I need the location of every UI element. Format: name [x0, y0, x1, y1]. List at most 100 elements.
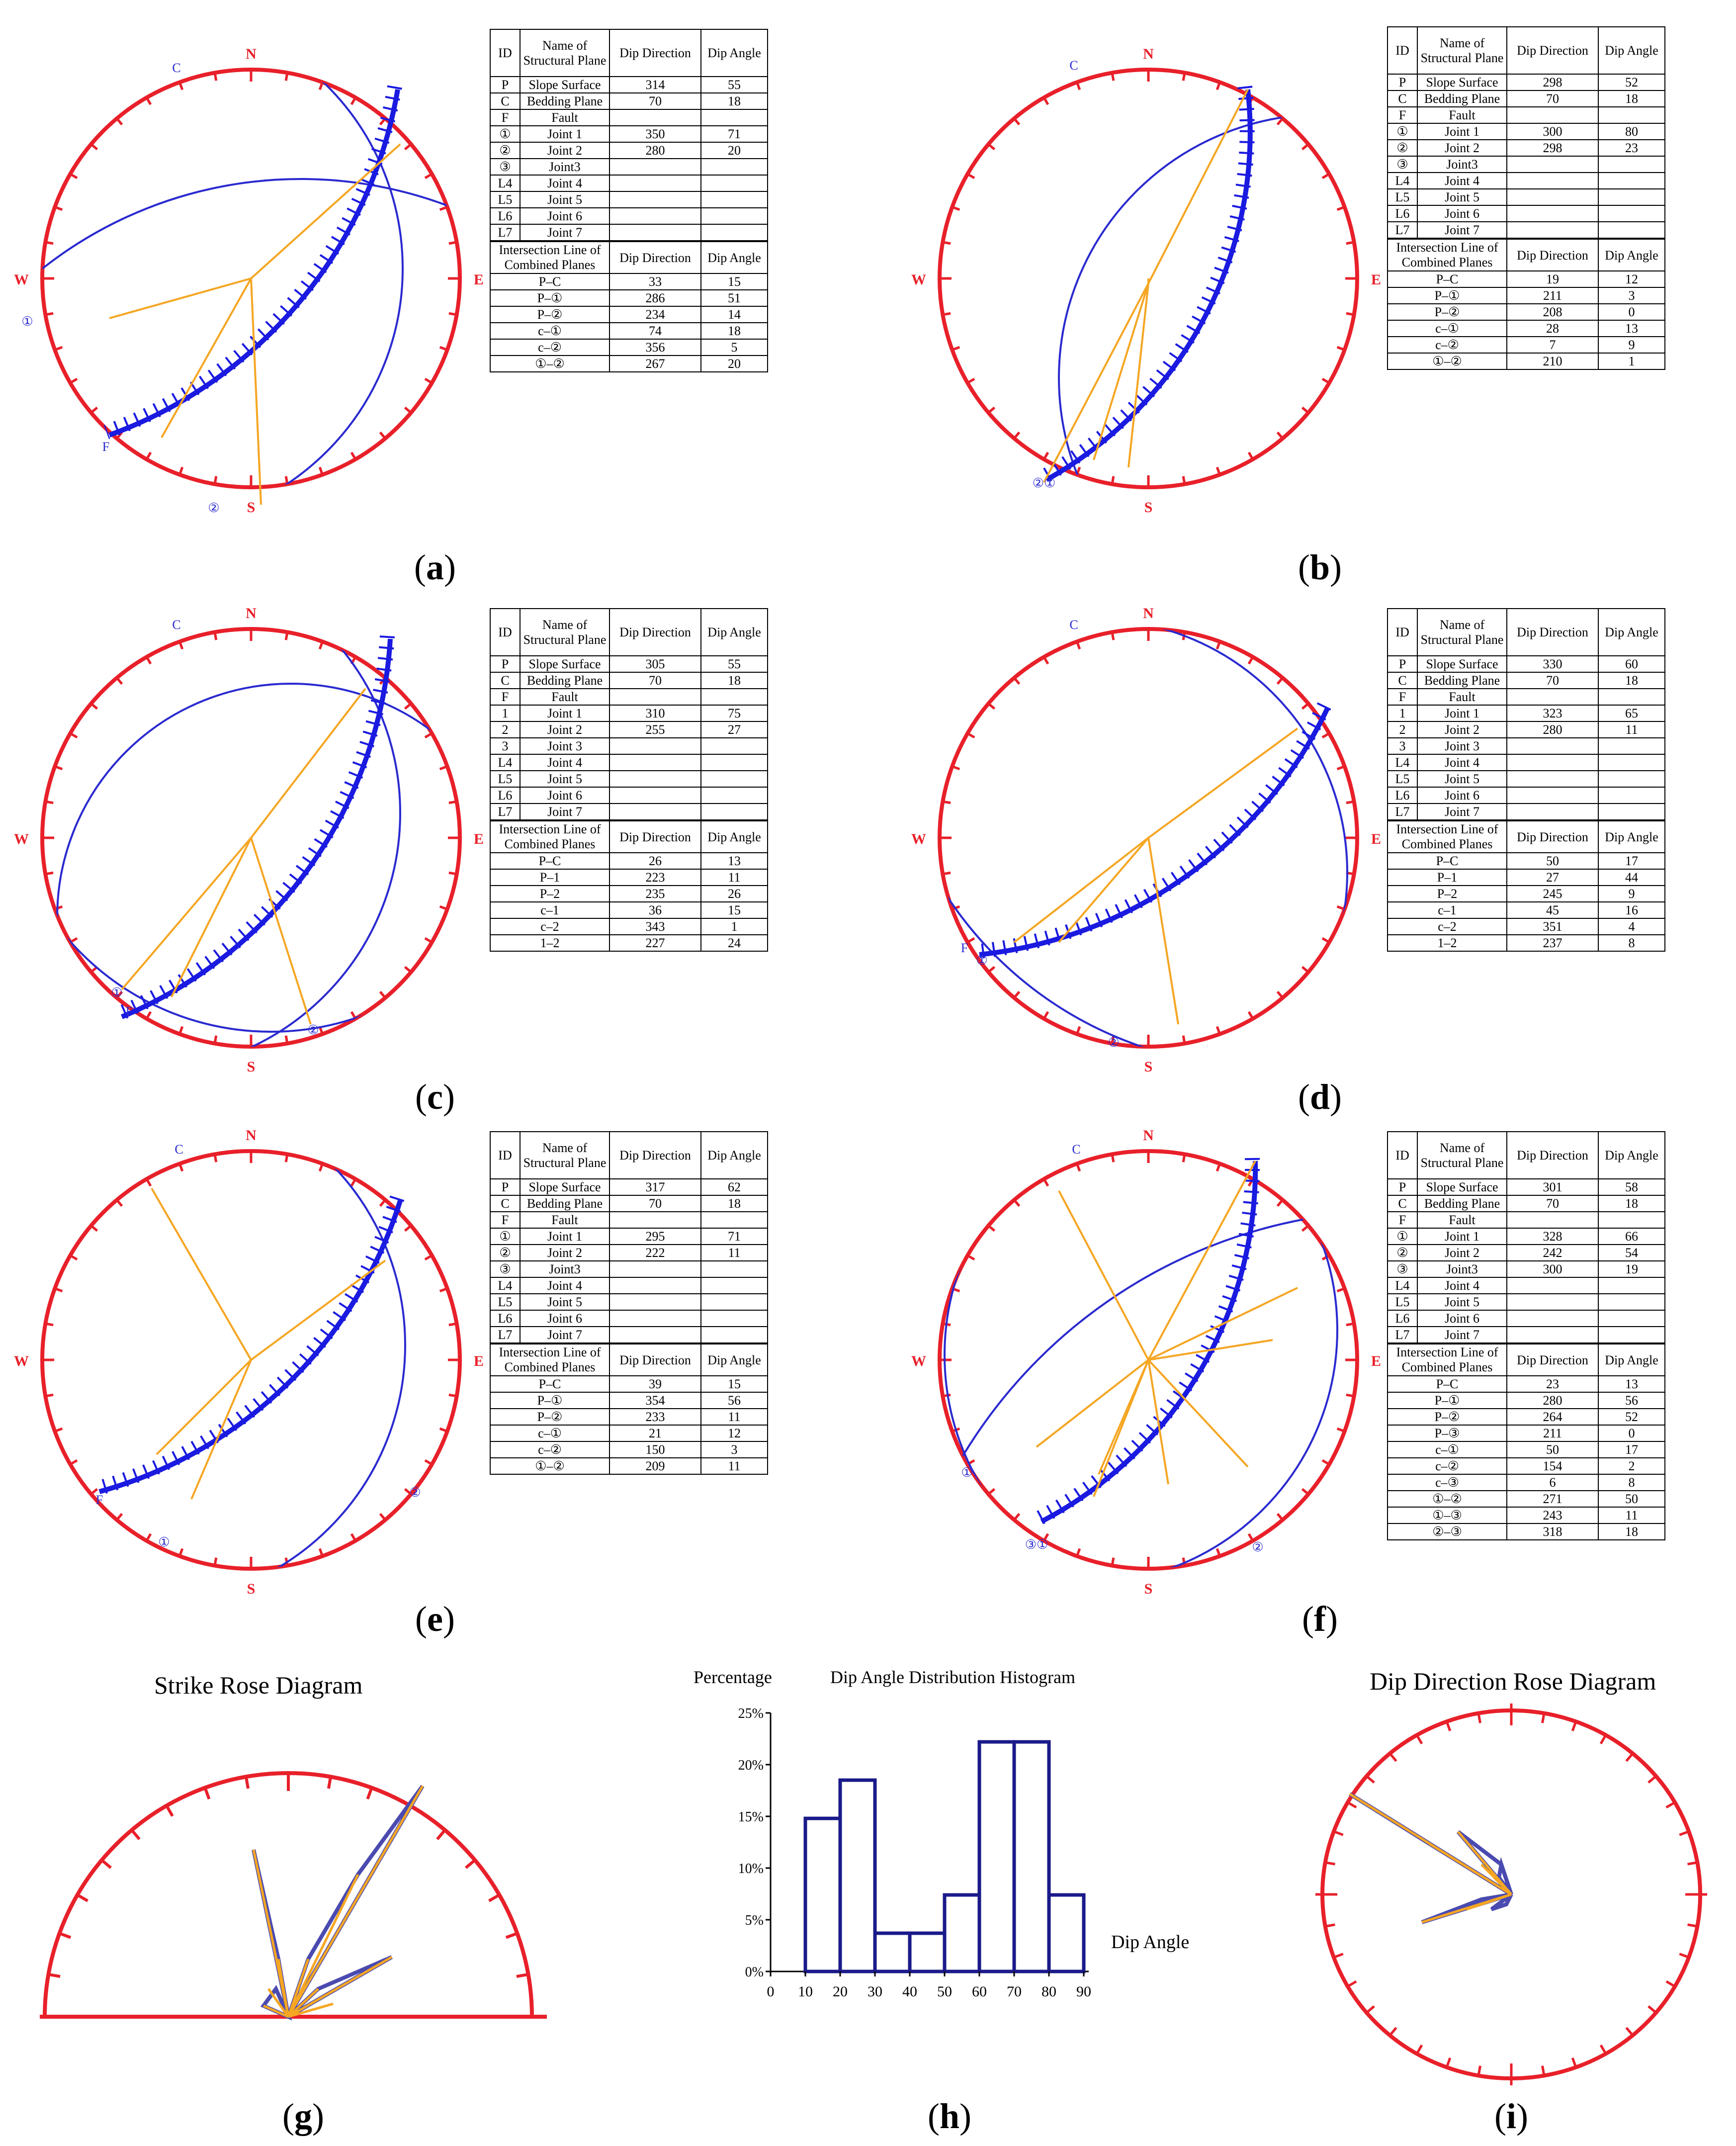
intersection-row: P–① 280 56 — [1387, 1392, 1665, 1409]
intersection-lines — [1013, 727, 1299, 1025]
plane-row: P Slope Surface 301 58 — [1387, 1178, 1665, 1196]
cell-dip-direction — [1506, 156, 1599, 173]
th-int-dip-direction: Dip Direction — [609, 819, 701, 853]
great-circles — [940, 629, 1357, 1047]
plane-row: 3 Joint 3 — [1387, 737, 1665, 755]
cell-id: C — [490, 672, 521, 689]
histogram-bar — [838, 1778, 877, 1973]
cell-id: L7 — [1387, 1326, 1418, 1344]
cell-name: Bedding Plane — [520, 672, 610, 689]
cell-name: Slope Surface — [1417, 655, 1507, 673]
th-int-dip-angle: Dip Angle — [1598, 1342, 1665, 1376]
plane-label: F — [102, 440, 109, 454]
cell-id: ① — [490, 125, 521, 143]
cell-dip-direction: 255 — [609, 721, 701, 738]
plane-row: L5 Joint 5 — [1387, 1293, 1665, 1311]
compass-w: W — [911, 1353, 926, 1369]
plane-row: L6 Joint 6 — [1387, 1310, 1665, 1327]
dip-rose-petals — [1348, 1792, 1513, 1924]
intersection-row: 1–2 237 8 — [1387, 934, 1665, 952]
cell-dip-direction — [609, 754, 701, 771]
cell-id: C — [1387, 1195, 1418, 1212]
intersection-row: P–① 286 51 — [490, 289, 768, 307]
intersection-row: P–① 354 56 — [490, 1392, 768, 1409]
slope-hatching — [116, 635, 395, 1021]
intersection-row: c–2 351 4 — [1387, 918, 1665, 935]
degree-ticks — [42, 629, 460, 1047]
cell-dip-angle: 18 — [1598, 1195, 1665, 1212]
cell-dip-direction: 305 — [609, 655, 701, 673]
plane-row: P Slope Surface 317 62 — [490, 1178, 768, 1196]
x-tick-label: 10 — [798, 1983, 813, 2000]
cell-dip-direction: 242 — [1506, 1244, 1599, 1261]
compass-w: W — [14, 271, 29, 288]
cell-pair: P–C — [490, 1375, 610, 1393]
cell-int-dip-direction: 210 — [1506, 353, 1599, 370]
cell-int-dip-angle: 52 — [1598, 1408, 1665, 1426]
cell-dip-angle — [700, 1293, 768, 1311]
cell-id: L7 — [1387, 803, 1418, 821]
cell-int-dip-direction: 7 — [1506, 336, 1599, 354]
cell-dip-angle: 65 — [1598, 705, 1665, 722]
cell-pair: P–1 — [490, 869, 610, 886]
cell-dip-direction: 70 — [609, 1195, 701, 1212]
cell-dip-angle: 18 — [700, 1195, 768, 1212]
cell-dip-direction — [609, 109, 701, 126]
compass-s: S — [1144, 1059, 1153, 1075]
plane-label: ②① — [1033, 476, 1056, 490]
cell-dip-direction — [609, 175, 701, 192]
cell-int-dip-direction: 211 — [1506, 1425, 1599, 1442]
cell-dip-angle — [1598, 156, 1665, 173]
cell-name: Joint 6 — [520, 787, 610, 804]
plane-label: ② — [1108, 1035, 1119, 1050]
th-dip-direction: Dip Direction — [609, 29, 701, 77]
histogram-title: Dip Angle Distribution Histogram — [830, 1667, 1075, 1687]
compass-n: N — [1143, 46, 1154, 62]
cell-dip-angle — [1598, 1293, 1665, 1311]
plane-row: L4 Joint 4 — [1387, 754, 1665, 771]
cell-dip-angle: 52 — [1598, 74, 1665, 91]
caption-d: (d) — [1298, 1077, 1342, 1117]
cell-int-dip-angle: 12 — [700, 1425, 768, 1442]
degree-ticks — [42, 1151, 460, 1569]
cell-dip-direction: 280 — [609, 142, 701, 159]
cell-id: L5 — [490, 191, 521, 208]
dip-angle-histogram: 0 10 20 30 40 50 60 70 80 90 0% 5% 10% 15% 20% 25% Dip… — [738, 1706, 1190, 2000]
cell-dip-angle: 19 — [1598, 1260, 1665, 1278]
intersection-row: P–② 264 52 — [1387, 1408, 1665, 1426]
intersection-row: c–1 45 16 — [1387, 901, 1665, 919]
cell-dip-angle: 71 — [700, 125, 768, 143]
cell-name: Joint 4 — [1417, 172, 1507, 189]
cell-name: Joint 7 — [1417, 1326, 1507, 1344]
cell-dip-direction — [609, 688, 701, 706]
cell-dip-direction: 70 — [609, 92, 701, 110]
histogram-ylabel: Percentage — [694, 1667, 772, 1687]
intersection-row: c–① 50 17 — [1387, 1441, 1665, 1458]
cell-int-dip-direction: 150 — [609, 1441, 701, 1458]
th-id: ID — [1387, 26, 1418, 75]
cell-pair: P–C — [1387, 1375, 1507, 1393]
cell-pair: P–C — [490, 852, 610, 870]
plane-label: C — [1069, 58, 1078, 73]
structural-plane-table-f: ID Name of Structural Plane Dip Direction D… — [1387, 1131, 1665, 1540]
strike-rose-diagram — [40, 1771, 547, 2021]
cell-int-dip-angle: 9 — [1598, 885, 1665, 902]
histogram-bar — [977, 1740, 1016, 1973]
plane-label: ① — [961, 1465, 972, 1480]
cell-id: L6 — [490, 1310, 521, 1327]
cell-dip-angle — [700, 1310, 768, 1327]
cell-dip-direction: 70 — [1506, 90, 1599, 107]
cell-pair: c–1 — [1387, 901, 1507, 919]
cell-dip-direction — [1506, 106, 1599, 124]
cell-dip-direction — [1506, 737, 1599, 755]
intersection-row: c–① 21 12 — [490, 1425, 768, 1442]
cell-int-dip-angle: 11 — [700, 1408, 768, 1426]
compass-n: N — [246, 605, 257, 622]
plane-row: L4 Joint 4 — [490, 175, 768, 192]
cell-int-dip-direction: 343 — [609, 918, 701, 935]
cell-pair: P–② — [1387, 1408, 1507, 1426]
cell-dip-direction — [609, 207, 701, 225]
cell-int-dip-angle: 17 — [1598, 852, 1665, 870]
stereonet-e: N S E W C F ① ② — [14, 1127, 484, 1597]
stereonet-b: N S E W C ②① — [911, 46, 1381, 516]
